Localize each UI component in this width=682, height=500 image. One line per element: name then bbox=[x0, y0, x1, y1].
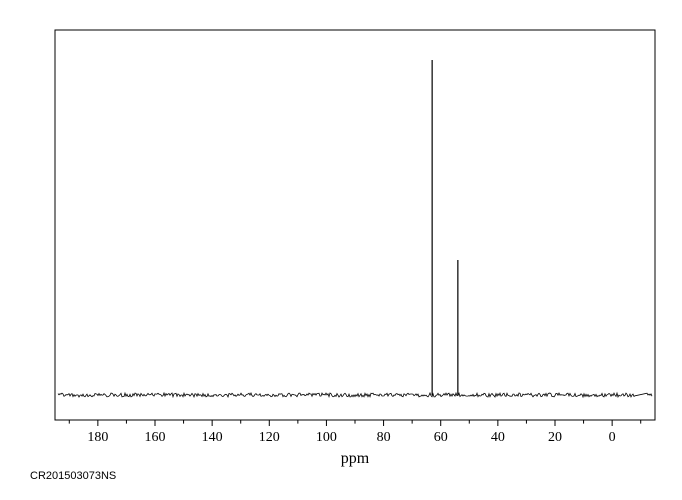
x-tick-label: 160 bbox=[145, 430, 166, 446]
nmr-spectrum-svg bbox=[0, 0, 682, 500]
x-axis-label: ppm bbox=[341, 450, 369, 468]
chart-container: 180 160 140 120 100 80 60 40 20 0 ppm CR201503073… bbox=[0, 0, 682, 500]
x-tick-label: 60 bbox=[434, 430, 448, 446]
x-tick-label: 80 bbox=[377, 430, 391, 446]
x-tick-label: 120 bbox=[259, 430, 280, 446]
x-tick-label: 100 bbox=[316, 430, 337, 446]
x-tick-label: 40 bbox=[491, 430, 505, 446]
x-tick-label: 140 bbox=[202, 430, 223, 446]
x-tick-label: 180 bbox=[87, 430, 108, 446]
footer-id-label: CR201503073NS bbox=[30, 470, 116, 482]
x-tick-label: 20 bbox=[548, 430, 562, 446]
x-tick-label: 0 bbox=[609, 430, 616, 446]
